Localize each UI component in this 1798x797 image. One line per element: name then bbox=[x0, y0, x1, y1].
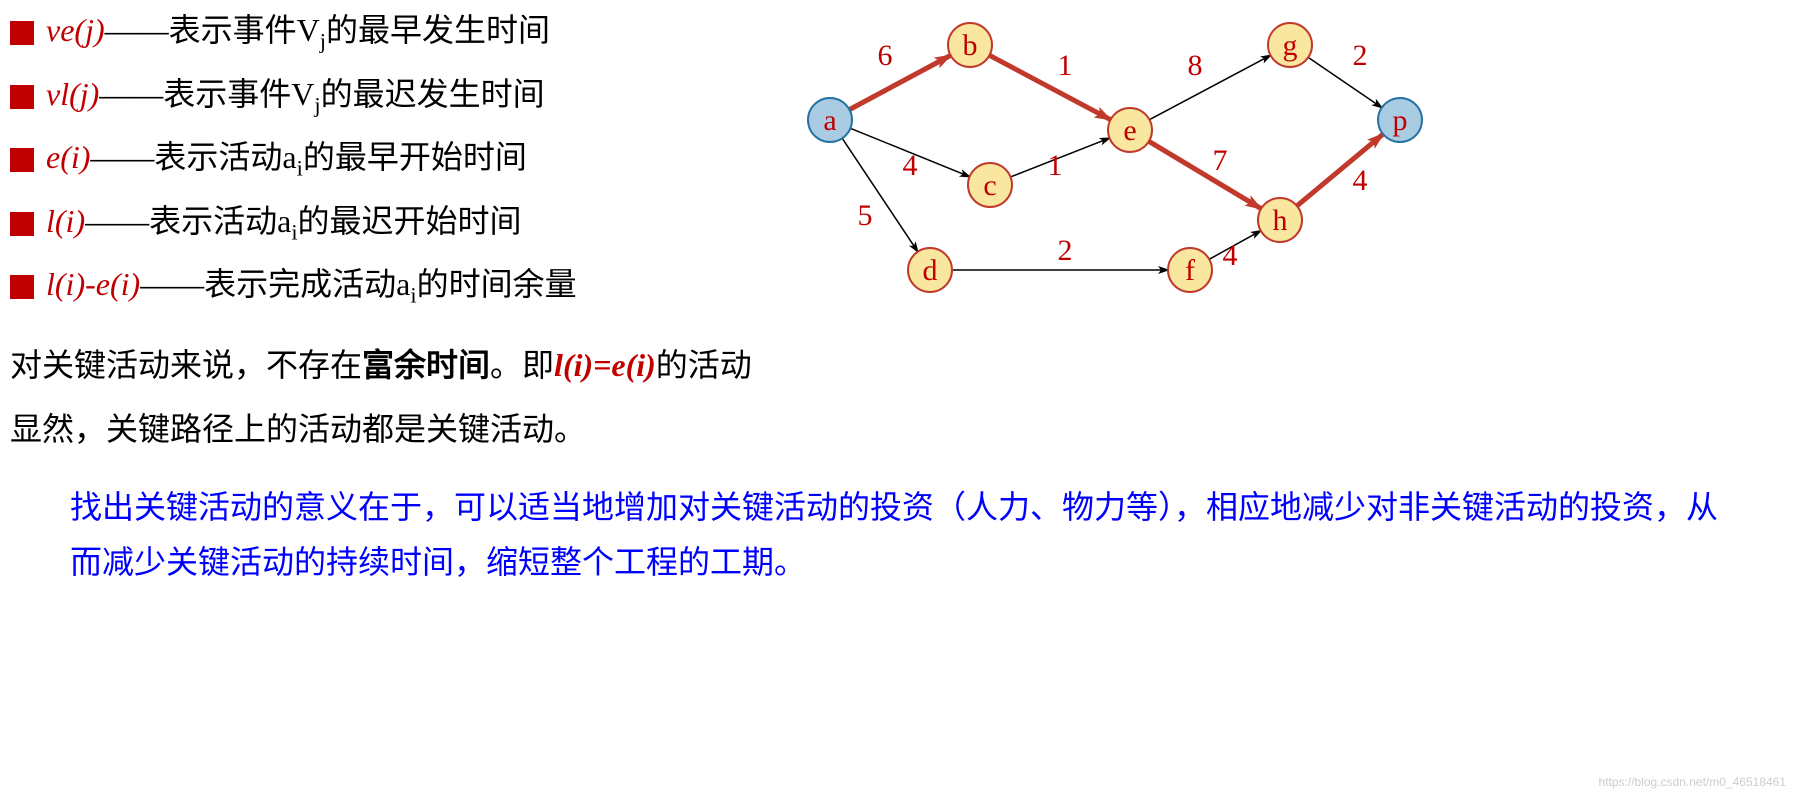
term: l(i) bbox=[46, 203, 85, 239]
graph-edge bbox=[1149, 141, 1261, 208]
desc-pre: 表示事件V bbox=[169, 12, 320, 48]
bullet-icon bbox=[10, 275, 34, 299]
desc-post: 的时间余量 bbox=[417, 266, 577, 302]
dash: —— bbox=[140, 266, 204, 302]
graph-svg: 64511287424abcdefghp bbox=[790, 10, 1430, 310]
definition-row: l(i)-e(i)——表示完成活动ai的时间余量 bbox=[10, 264, 770, 310]
node-label: c bbox=[983, 169, 996, 202]
definition-row: ve(j)——表示事件Vj的最早发生时间 bbox=[10, 10, 770, 56]
node-label: d bbox=[923, 254, 938, 287]
paragraph-1: 对关键活动来说，不存在富余时间。即l(i)=e(i)的活动 bbox=[10, 338, 1788, 392]
term: ve(j) bbox=[46, 12, 105, 48]
edge-weight: 5 bbox=[858, 199, 873, 232]
node-label: e bbox=[1123, 114, 1136, 147]
term: l(i)-e(i) bbox=[46, 266, 140, 302]
desc-post: 的最迟发生时间 bbox=[321, 76, 545, 112]
edge-weight: 8 bbox=[1188, 49, 1203, 82]
desc-post: 的最早发生时间 bbox=[326, 12, 550, 48]
desc-post: 的最迟开始时间 bbox=[298, 203, 522, 239]
p1-b: 。即 bbox=[490, 347, 554, 383]
graph-edge bbox=[1149, 55, 1270, 119]
paragraph-blue: 找出关键活动的意义在于，可以适当地增加对关键活动的投资（人力、物力等），相应地减… bbox=[10, 480, 1788, 589]
p1-formula: l(i)=e(i) bbox=[554, 347, 656, 383]
bullet-icon bbox=[10, 21, 34, 45]
edge-weight: 7 bbox=[1213, 144, 1228, 177]
dash: —— bbox=[85, 203, 149, 239]
dash: —— bbox=[90, 139, 154, 175]
node-label: a bbox=[823, 104, 836, 137]
p1-c: 的活动 bbox=[656, 347, 752, 383]
term: vl(j) bbox=[46, 76, 99, 112]
node-label: p bbox=[1393, 104, 1408, 137]
bullet-icon bbox=[10, 85, 34, 109]
node-label: g bbox=[1283, 29, 1298, 62]
edge-weight: 1 bbox=[1048, 149, 1063, 182]
edge-weight: 4 bbox=[1353, 164, 1368, 197]
graph-edge bbox=[849, 55, 950, 109]
graph-edge bbox=[1308, 57, 1382, 107]
graph-edge bbox=[1297, 134, 1383, 206]
node-label: h bbox=[1273, 204, 1288, 237]
definition-row: e(i)——表示活动ai的最早开始时间 bbox=[10, 137, 770, 183]
definition-row: vl(j)——表示事件Vj的最迟发生时间 bbox=[10, 74, 770, 120]
node-label: b bbox=[963, 29, 978, 62]
paragraph-2: 显然，关键路径上的活动都是关键活动。 bbox=[10, 402, 1788, 456]
edge-weight: 1 bbox=[1058, 49, 1073, 82]
desc-pre: 表示活动a bbox=[154, 139, 296, 175]
term: e(i) bbox=[46, 139, 90, 175]
desc-pre: 表示事件V bbox=[163, 76, 314, 112]
edge-weight: 2 bbox=[1353, 39, 1368, 72]
bullet-icon bbox=[10, 212, 34, 236]
edge-weight: 2 bbox=[1058, 234, 1073, 267]
definition-row: l(i)——表示活动ai的最迟开始时间 bbox=[10, 201, 770, 247]
edge-weight: 4 bbox=[903, 149, 918, 182]
dash: —— bbox=[105, 12, 169, 48]
desc-pre: 表示活动a bbox=[149, 203, 291, 239]
bullet-icon bbox=[10, 148, 34, 172]
edge-weight: 4 bbox=[1223, 239, 1238, 272]
desc-post: 的最早开始时间 bbox=[303, 139, 527, 175]
desc-pre: 表示完成活动a bbox=[204, 266, 410, 302]
edge-weight: 6 bbox=[878, 39, 893, 72]
node-label: f bbox=[1185, 254, 1195, 287]
p1-bold: 富余时间 bbox=[362, 347, 490, 383]
definitions-list: ve(j)——表示事件Vj的最早发生时间 vl(j)——表示事件Vj的最迟发生时… bbox=[10, 10, 770, 328]
watermark: https://blog.csdn.net/m0_46518461 bbox=[1599, 775, 1786, 789]
dash: —— bbox=[99, 76, 163, 112]
graph-edge bbox=[989, 55, 1110, 119]
aoe-graph: 64511287424abcdefghp bbox=[790, 10, 1430, 310]
p1-a: 对关键活动来说，不存在 bbox=[10, 347, 362, 383]
